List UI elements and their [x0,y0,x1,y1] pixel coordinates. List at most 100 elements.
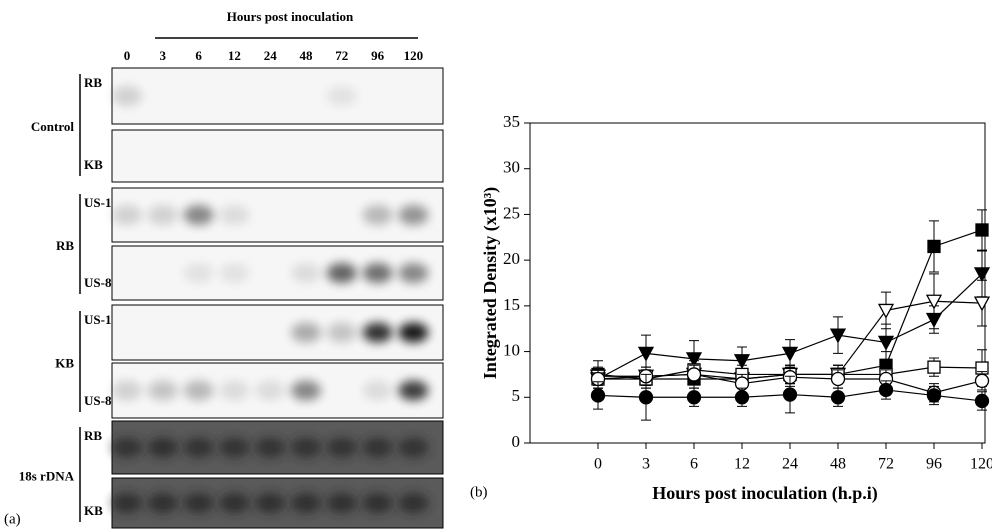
blot-band [398,437,429,458]
marker [781,346,799,362]
blot-band [112,437,142,458]
x-tick-label: 96 [926,456,942,473]
blot-band [147,380,178,401]
marker [685,352,703,368]
marker [973,267,991,283]
row-label: US-1 [84,195,111,210]
marker [686,390,702,405]
blot-band [255,437,286,458]
marker [638,390,654,405]
lane-label: 24 [264,48,278,63]
blot-band [398,322,429,343]
lane-label: 6 [195,48,202,63]
marker [926,388,942,403]
x-tick-label: 120 [970,456,992,473]
blot-band [291,263,321,283]
marker [734,390,750,405]
blot-strip [111,245,444,301]
blot-band [147,437,178,458]
row-label: RB [84,75,102,90]
y-tick-label: 20 [503,249,520,268]
blot-band [147,205,178,225]
marker [974,373,990,388]
plot-frame [529,122,986,444]
blot-band [219,205,250,225]
group-label: KB [55,355,74,370]
marker [973,296,991,312]
panel-label: (b) [470,484,488,500]
blot-band [183,263,214,283]
lane-label: 12 [228,48,241,63]
row-label: US-8 [84,393,112,408]
blot-band [291,322,321,343]
marker [686,367,702,382]
blot-panel: 0 3 6 12 24 48 72 96 120 Control RB KB RB US-1 US-8 KB U… [19,48,444,529]
x-axis-label: Hours post inoculation (h.p.i) [652,483,878,504]
blot-band [362,380,393,401]
lane-label: 72 [335,48,348,63]
marker [830,390,846,405]
blot-band [398,493,429,513]
blot-band [219,380,250,401]
marker [975,223,989,237]
blot-band [362,437,393,458]
blot-band [112,493,142,513]
blot-band [112,86,142,106]
blot-band [326,263,357,283]
blot-band [112,205,142,225]
blot-band [255,380,286,401]
y-tick-label: 5 [512,386,521,405]
row-label: US-8 [84,275,112,290]
y-tick-label: 10 [503,340,520,359]
blot-band [398,380,429,401]
blot-band [183,493,214,513]
x-tick-label: 24 [782,456,798,473]
lane-label: 3 [160,48,167,63]
lane-label: 48 [300,48,314,63]
blot-band [326,322,357,343]
blot-band [362,205,393,225]
lane-label: 0 [124,48,131,63]
blot-band [362,322,393,343]
blot-band [112,380,142,401]
chart: 0 5 10 15 20 25 30 35 0 3 6 12 24 48 72 96 120 [503,112,992,473]
marker [590,388,606,403]
blot-band [326,86,357,106]
blot-band [219,437,250,458]
marker [927,239,941,254]
blot-strip [111,129,444,183]
blot-band [362,263,393,283]
blot-band [255,493,286,513]
blot-band [398,205,429,225]
row-label: KB [84,157,103,172]
marker [829,328,847,344]
marker [927,360,941,374]
marker [878,382,894,398]
row-label: US-1 [84,312,111,327]
blot-band [362,493,393,513]
blot-band [291,380,321,401]
marker [877,303,895,319]
lane-label: 120 [404,48,424,63]
blot-strip [111,67,444,125]
x-tick-label: 0 [594,456,602,473]
blot-band [291,437,321,458]
y-tick-label: 0 [512,432,521,451]
y-tick-label: 15 [503,295,520,314]
blot-header: Hours post inoculation [227,9,354,24]
y-tick-label: 30 [503,158,520,177]
blot-band [326,493,357,513]
blot-band [398,263,429,283]
row-label: RB [84,428,102,443]
x-tick-label: 6 [690,456,698,473]
marker [877,335,895,351]
x-tick-label: 48 [830,456,846,473]
blot-band [183,437,214,458]
y-axis-label: Integrated Density (x10³) [480,187,501,379]
group-label: Control [31,119,74,134]
blot-band [183,380,214,401]
x-tick-label: 12 [734,456,750,473]
blot-strip [111,304,444,361]
marker [974,393,990,409]
